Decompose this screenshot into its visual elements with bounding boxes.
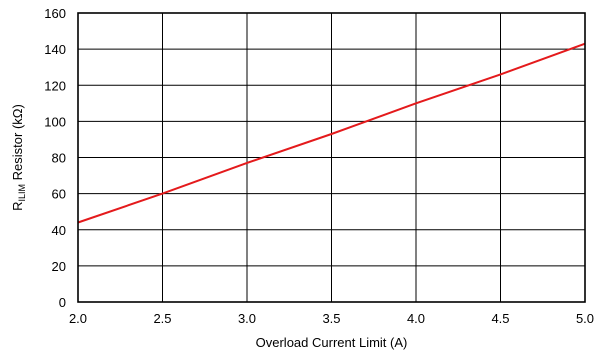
x-tick-label: 4.5 bbox=[491, 311, 509, 326]
x-tick-label: 3.5 bbox=[322, 311, 340, 326]
y-axis-label-suffix: Resistor (kΩ) bbox=[10, 104, 25, 184]
x-tick-label: 3.0 bbox=[238, 311, 256, 326]
y-tick-label: 140 bbox=[44, 42, 66, 57]
x-tick-labels: 2.0 2.5 3.0 3.5 4.0 4.5 5.0 bbox=[69, 311, 594, 326]
y-axis-label: RILIM Resistor (kΩ) bbox=[10, 104, 27, 211]
y-tick-label: 60 bbox=[52, 187, 66, 202]
y-tick-label: 20 bbox=[52, 259, 66, 274]
y-tick-label: 40 bbox=[52, 223, 66, 238]
x-tick-label: 4.0 bbox=[407, 311, 425, 326]
series-layer bbox=[77, 42, 586, 224]
x-tick-label: 2.0 bbox=[69, 311, 87, 326]
plot-frame bbox=[77, 12, 586, 303]
y-tick-label: 120 bbox=[44, 78, 66, 93]
y-axis-label-subscript: ILIM bbox=[17, 184, 27, 202]
y-tick-label: 160 bbox=[44, 6, 66, 21]
y-tick-label: 80 bbox=[52, 151, 66, 166]
y-tick-label: 0 bbox=[59, 295, 66, 310]
y-axis-label-prefix: R bbox=[10, 201, 25, 210]
y-tick-label: 100 bbox=[44, 114, 66, 129]
y-tick-labels: 0 20 40 60 80 100 120 140 160 bbox=[44, 6, 66, 310]
x-axis-label: Overload Current Limit (A) bbox=[256, 335, 408, 350]
series-line-0 bbox=[77, 42, 586, 224]
x-tick-label: 2.5 bbox=[153, 311, 171, 326]
x-tick-label: 5.0 bbox=[576, 311, 594, 326]
